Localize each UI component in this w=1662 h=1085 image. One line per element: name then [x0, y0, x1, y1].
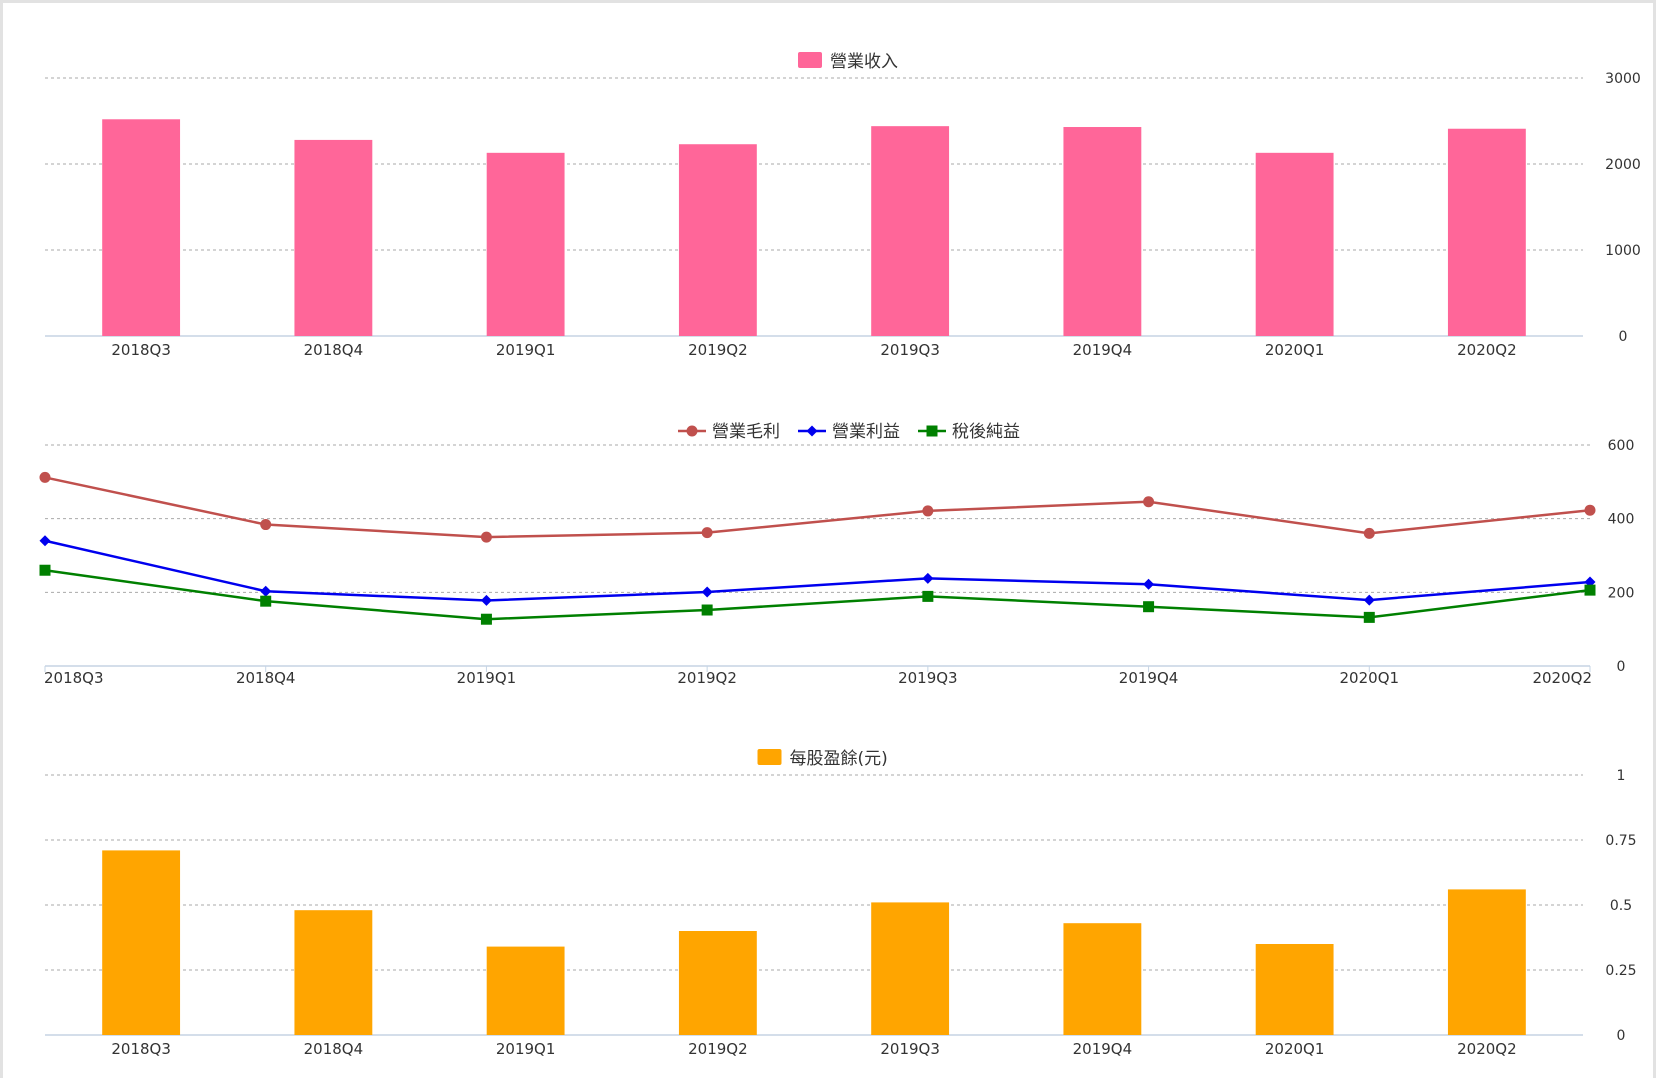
legend: 營業收入: [798, 52, 898, 72]
legend-marker: [686, 425, 698, 437]
data-point: [260, 595, 272, 607]
bar: [871, 126, 950, 336]
x-tick-label: 2018Q3: [111, 341, 171, 359]
data-point: [480, 531, 492, 543]
data-point: [1363, 611, 1375, 623]
bar: [102, 119, 181, 336]
data-point: [480, 613, 492, 625]
bar: [1063, 923, 1142, 1035]
data-point: [701, 586, 713, 598]
chart-2: 0 200 400 600 2018Q3 2018Q4 2019Q1 2019Q2 2019Q3…: [39, 422, 1635, 687]
data-point: [701, 604, 713, 616]
legend-label: 稅後純益: [952, 422, 1020, 442]
bar: [486, 946, 565, 1035]
y-tick-label: 2000: [1605, 157, 1641, 173]
legend-label: 營業收入: [830, 52, 898, 72]
legend-label: 每股盈餘(元): [790, 749, 888, 769]
x-tick-label: 2018Q3: [44, 669, 104, 687]
data-point: [1584, 584, 1596, 596]
series-line: [44, 539, 1591, 602]
x-tick-label: 2019Q4: [1073, 1040, 1133, 1058]
x-tick-label: 2018Q4: [236, 669, 296, 687]
data-point: [480, 594, 492, 606]
x-tick-label: 2019Q4: [1073, 341, 1133, 359]
bar: [871, 902, 950, 1035]
y-tick-label: 0.5: [1610, 898, 1632, 914]
x-tick-label: 2019Q2: [677, 669, 737, 687]
legend-label: 營業毛利: [712, 422, 780, 442]
x-tick-label: 2019Q3: [880, 1040, 940, 1058]
data-point: [922, 572, 934, 584]
bar: [678, 931, 757, 1035]
y-tick-label: 0.25: [1605, 963, 1636, 979]
data-point: [39, 471, 51, 483]
bar: [1255, 152, 1334, 336]
x-tick-label: 2020Q2: [1532, 669, 1592, 687]
x-tick-label: 2019Q1: [496, 1040, 556, 1058]
legend: 每股盈餘(元): [757, 749, 888, 769]
legend-swatch: [757, 749, 782, 765]
x-tick-label: 2018Q4: [304, 1040, 364, 1058]
legend-marker: [926, 425, 938, 437]
data-point: [260, 519, 272, 531]
legend-swatch: [798, 52, 822, 68]
chart-1: 0 1000 2000 3000 2018Q3 2018Q4 2019Q1 2019Q2 201…: [45, 52, 1641, 359]
y-tick-label: 400: [1608, 512, 1635, 528]
bar: [486, 152, 565, 336]
data-point: [1363, 527, 1375, 539]
bar: [102, 850, 181, 1035]
x-tick-label: 2020Q1: [1340, 669, 1400, 687]
bar: [678, 144, 757, 336]
x-tick-label: 2020Q1: [1265, 341, 1325, 359]
bar: [1063, 127, 1142, 337]
chart-3: 0 0.25 0.5 0.75 1 2018Q3 2018Q4 2019Q1 2019Q2 201…: [45, 749, 1637, 1058]
data-point: [1584, 504, 1596, 516]
data-point: [260, 585, 272, 597]
x-tick-label: 2018Q4: [304, 341, 364, 359]
x-tick-label: 2019Q3: [880, 341, 940, 359]
bar: [294, 910, 373, 1035]
data-point: [39, 535, 51, 547]
bar: [1447, 128, 1526, 336]
data-point: [1363, 594, 1375, 606]
x-tick-label: 2019Q4: [1119, 669, 1179, 687]
data-point: [39, 564, 51, 576]
y-tick-label: 0: [1617, 1028, 1626, 1044]
legend-label: 營業利益: [832, 422, 900, 442]
x-tick-label: 2019Q2: [688, 341, 748, 359]
x-tick-label: 2020Q2: [1457, 1040, 1517, 1058]
series-line: [44, 476, 1591, 539]
data-point: [1143, 578, 1155, 590]
x-tick-label: 2019Q2: [688, 1040, 748, 1058]
x-tick-label: 2019Q3: [898, 669, 958, 687]
y-tick-label: 0.75: [1605, 833, 1636, 849]
data-point: [701, 527, 713, 539]
x-tick-label: 2019Q1: [457, 669, 517, 687]
y-tick-label: 600: [1608, 438, 1635, 454]
y-tick-label: 1000: [1605, 243, 1641, 259]
y-tick-label: 200: [1608, 585, 1635, 601]
legend-marker: [806, 425, 818, 437]
series-line: [44, 568, 1591, 621]
data-point: [1143, 601, 1155, 613]
legend: 營業毛利 營業利益 稅後純益: [678, 422, 1020, 442]
bar: [1255, 944, 1334, 1035]
data-point: [922, 505, 934, 517]
data-point: [922, 590, 934, 602]
x-tick-label: 2019Q1: [496, 341, 556, 359]
y-tick-label: 0: [1619, 329, 1628, 345]
bar: [294, 139, 373, 336]
x-tick-label: 2020Q2: [1457, 341, 1517, 359]
x-tick-label: 2020Q1: [1265, 1040, 1325, 1058]
y-tick-label: 3000: [1605, 71, 1641, 87]
y-tick-label: 0: [1617, 659, 1626, 675]
bar: [1447, 889, 1526, 1035]
data-point: [1143, 496, 1155, 508]
y-tick-label: 1: [1617, 768, 1626, 784]
x-tick-label: 2018Q3: [111, 1040, 171, 1058]
